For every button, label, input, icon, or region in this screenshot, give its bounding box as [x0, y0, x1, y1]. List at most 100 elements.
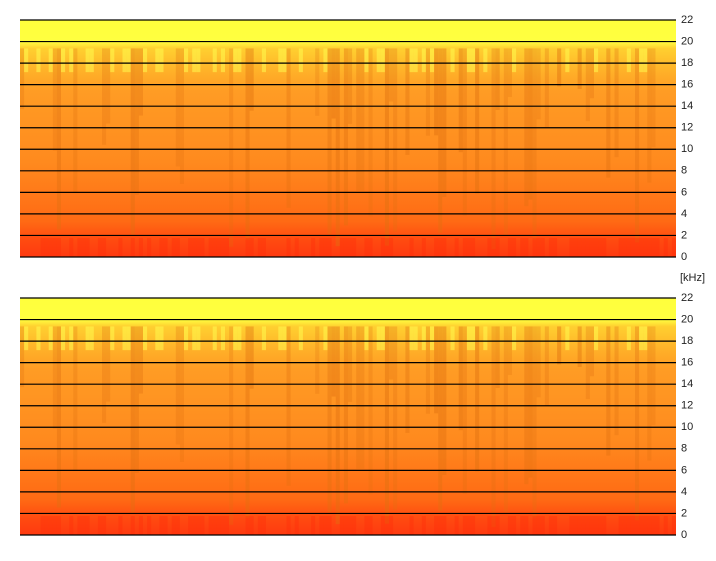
- texture: [655, 516, 660, 535]
- texture: [622, 238, 627, 257]
- texture: [622, 516, 627, 535]
- texture: [192, 238, 197, 257]
- texture: [532, 238, 537, 257]
- texture: [48, 238, 53, 257]
- texture: [220, 326, 225, 351]
- texture: [249, 238, 254, 257]
- texture: [639, 326, 644, 351]
- texture: [159, 516, 164, 535]
- texture: [245, 48, 250, 240]
- texture: [393, 48, 398, 232]
- texture: [651, 238, 656, 257]
- texture: [491, 238, 496, 257]
- texture: [507, 48, 512, 98]
- texture: [335, 326, 340, 525]
- texture: [138, 48, 143, 116]
- texture: [389, 516, 394, 535]
- texture: [286, 516, 291, 535]
- texture: [278, 48, 283, 73]
- texture: [233, 48, 238, 73]
- texture: [507, 516, 512, 535]
- y-tick-label: 8: [681, 165, 687, 177]
- texture: [671, 238, 676, 257]
- texture: [618, 516, 623, 535]
- texture: [52, 326, 57, 429]
- texture: [52, 48, 57, 151]
- texture: [421, 48, 426, 73]
- texture: [102, 238, 107, 257]
- texture: [544, 48, 549, 128]
- texture: [102, 516, 107, 535]
- texture: [261, 238, 266, 257]
- texture: [503, 48, 508, 235]
- texture: [192, 516, 197, 535]
- texture: [356, 326, 361, 469]
- texture: [138, 516, 143, 535]
- texture: [528, 48, 533, 200]
- texture: [208, 238, 213, 257]
- texture: [343, 238, 348, 257]
- texture: [159, 326, 164, 351]
- texture: [319, 238, 324, 257]
- texture: [229, 48, 234, 247]
- texture: [458, 48, 463, 153]
- texture: [626, 516, 631, 535]
- texture: [663, 516, 668, 535]
- texture: [536, 48, 541, 120]
- texture: [643, 516, 648, 535]
- texture: [384, 516, 389, 535]
- texture: [85, 516, 90, 535]
- texture: [69, 238, 74, 257]
- texture: [81, 238, 86, 257]
- texture: [175, 326, 180, 445]
- texture: [430, 48, 435, 73]
- texture: [327, 48, 332, 235]
- texture: [384, 48, 389, 246]
- texture: [237, 326, 242, 351]
- texture: [171, 516, 176, 535]
- texture: [581, 238, 586, 257]
- texture: [389, 48, 394, 102]
- texture: [73, 326, 78, 472]
- texture: [348, 326, 353, 402]
- texture: [216, 238, 221, 257]
- texture: [278, 326, 283, 351]
- texture: [434, 326, 439, 414]
- texture: [368, 326, 373, 495]
- texture: [614, 326, 619, 436]
- texture: [200, 516, 205, 535]
- texture: [220, 238, 225, 257]
- texture: [323, 516, 328, 535]
- texture: [532, 48, 537, 240]
- texture: [44, 516, 49, 535]
- texture: [380, 238, 385, 257]
- texture: [626, 326, 631, 351]
- texture: [618, 238, 623, 257]
- texture: [462, 516, 467, 535]
- texture: [589, 238, 594, 257]
- texture: [85, 326, 90, 351]
- texture: [565, 48, 570, 73]
- texture: [380, 48, 385, 73]
- texture: [249, 516, 254, 535]
- texture: [44, 238, 49, 257]
- texture: [643, 326, 648, 351]
- texture: [360, 48, 365, 191]
- texture: [196, 326, 201, 351]
- texture: [179, 326, 184, 462]
- texture: [466, 48, 471, 73]
- texture: [48, 516, 53, 535]
- texture: [249, 48, 254, 111]
- texture: [602, 516, 607, 535]
- texture: [639, 516, 644, 535]
- texture: [512, 238, 517, 257]
- texture: [118, 516, 123, 535]
- texture: [159, 48, 164, 73]
- texture: [24, 48, 29, 73]
- texture: [184, 48, 189, 73]
- texture: [102, 48, 107, 145]
- texture: [261, 326, 266, 351]
- texture: [647, 516, 652, 535]
- texture: [348, 48, 353, 124]
